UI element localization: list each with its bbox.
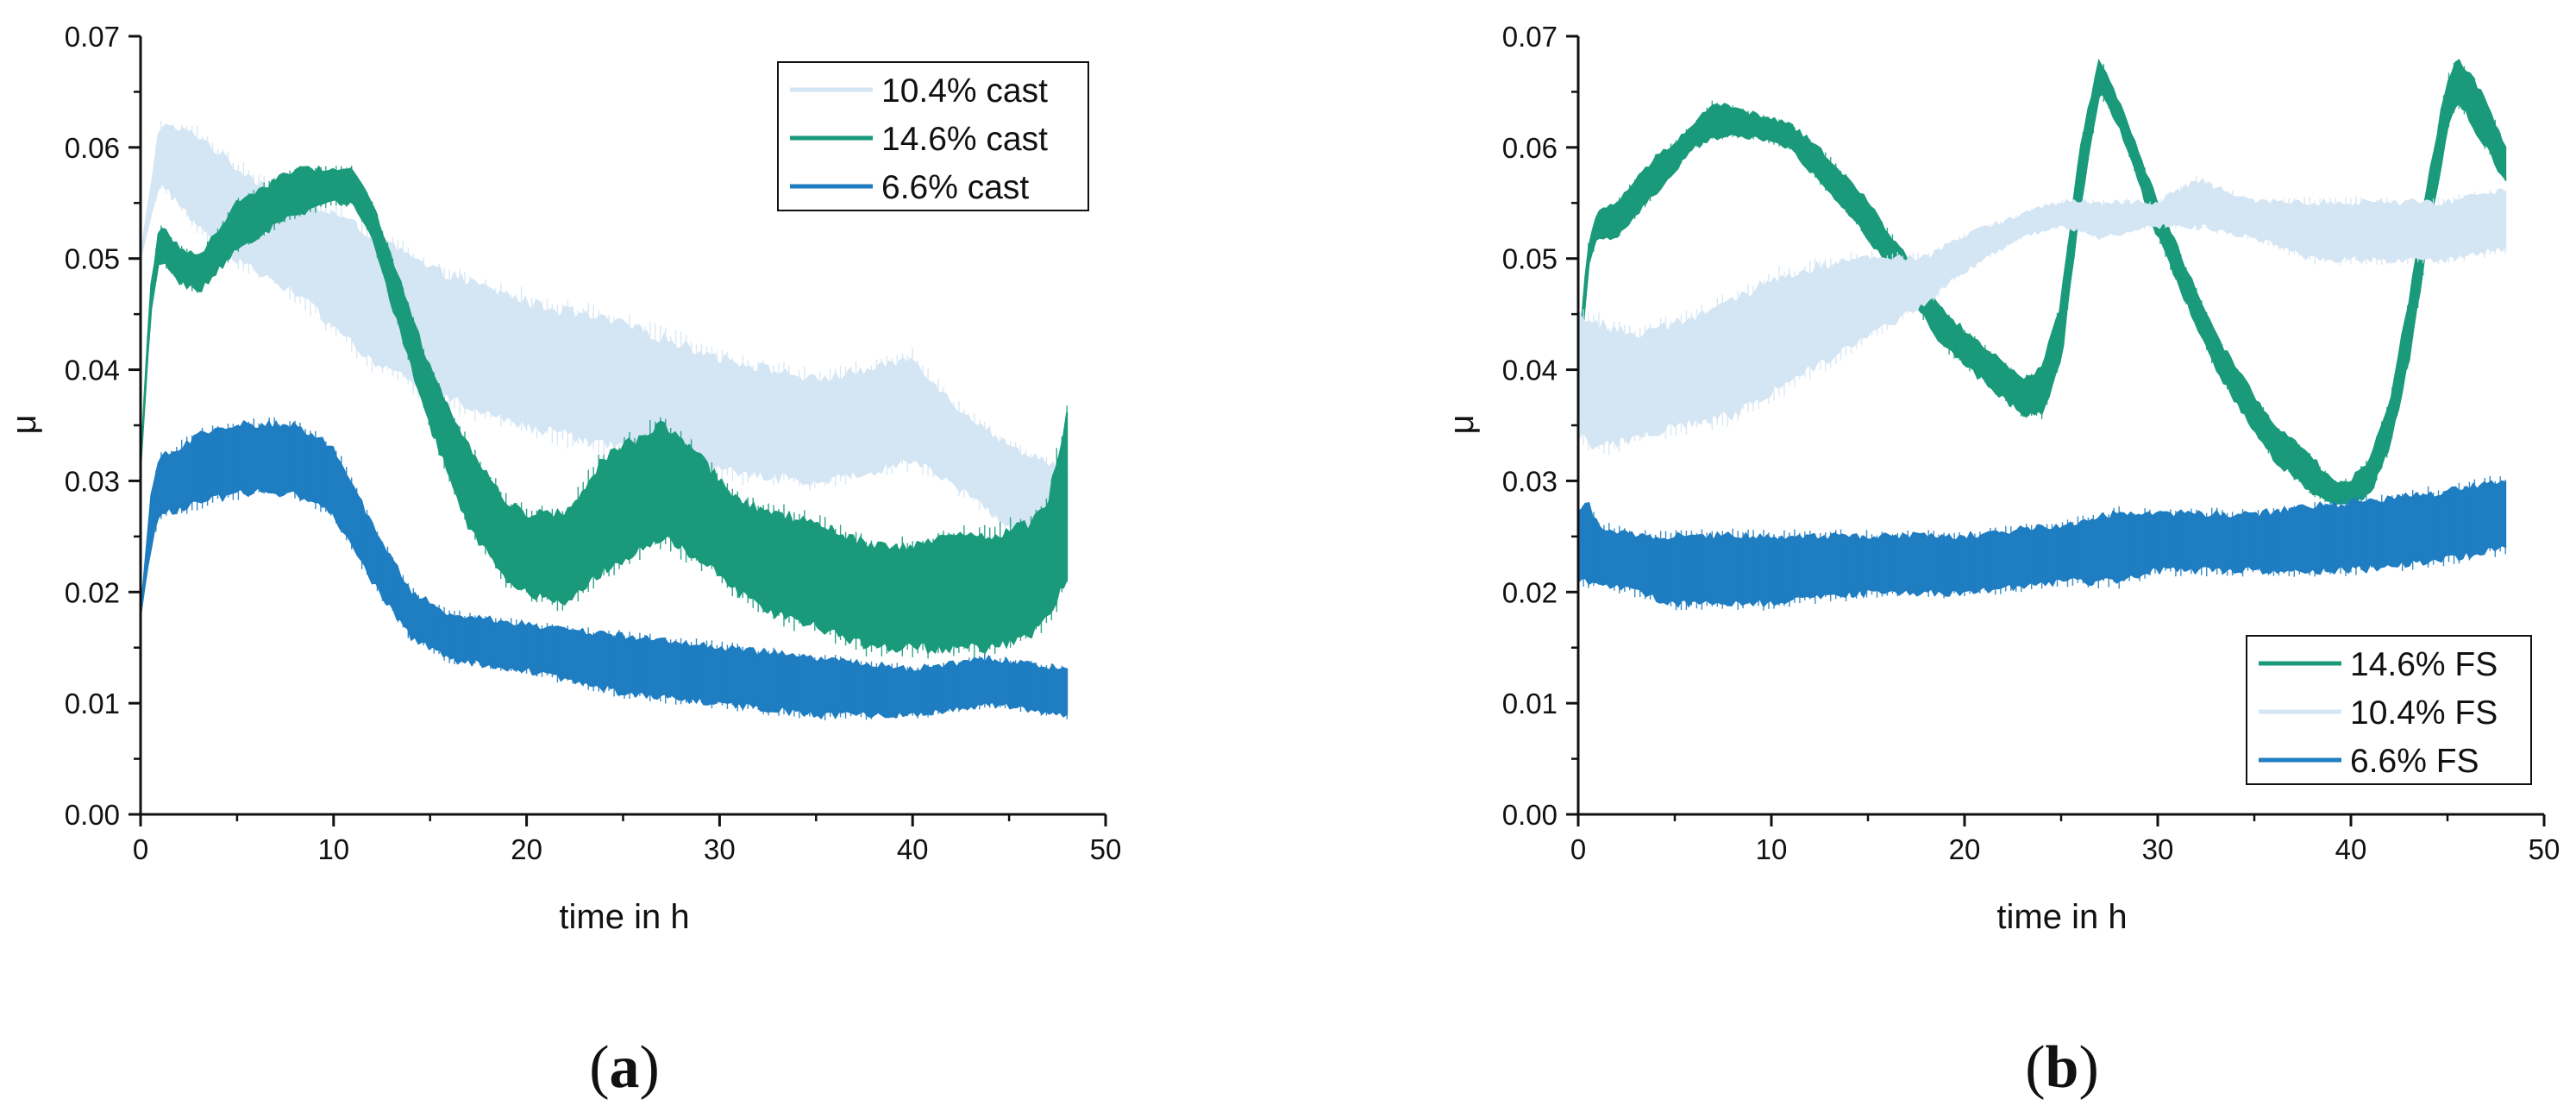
- panel-a-ticks: 0.00 0.01 0.02 0.03 0.04 0.05 0.06 0.07 0 10 20 30 4…: [65, 21, 1122, 865]
- x-tick-label: 10: [1756, 833, 1788, 865]
- panel-b: 0.00 0.01 0.02 0.03 0.04 0.05 0.06 0.07 0 10 20 30 4…: [1443, 21, 2560, 1101]
- x-tick-label: 30: [704, 833, 736, 865]
- panel-a-caption-open: (: [589, 1034, 609, 1101]
- panel-b-legend: 14.6% FS 10.4% FS 6.6% FS: [2246, 635, 2532, 785]
- panel-b-x-axis-title: time in h: [1996, 898, 2127, 936]
- x-tick-label: 30: [2142, 833, 2174, 865]
- y-tick-label: 0.05: [1502, 243, 1558, 275]
- series-6-6-fs: [1577, 475, 2507, 611]
- panel-a: 0.00 0.01 0.02 0.03 0.04 0.05 0.06 0.07 0 10 20 30 4…: [5, 21, 1121, 1101]
- series-6-6-cast: [140, 417, 1069, 720]
- y-tick-label: 0.05: [65, 243, 120, 275]
- panel-a-caption: (a): [589, 1034, 660, 1101]
- panel-b-caption-open: (: [2025, 1034, 2045, 1101]
- panel-b-caption: (b): [2025, 1034, 2099, 1101]
- panel-a-series: [140, 120, 1069, 720]
- y-tick-label: 0.06: [1502, 132, 1558, 164]
- legend-label: 10.4% cast: [881, 72, 1048, 110]
- y-tick-label: 0.07: [1502, 21, 1558, 53]
- x-tick-label: 0: [133, 833, 148, 865]
- panel-a-caption-close: ): [640, 1034, 660, 1101]
- y-tick-label: 0.03: [1502, 465, 1558, 497]
- x-tick-label: 50: [1090, 833, 1122, 865]
- y-tick-label: 0.00: [1502, 799, 1558, 831]
- x-tick-label: 40: [897, 833, 929, 865]
- y-tick-label: 0.00: [65, 799, 120, 831]
- panel-b-ticks: 0.00 0.01 0.02 0.03 0.04 0.05 0.06 0.07 0 10 20 30 4…: [1502, 21, 2560, 865]
- series-14-6-cast: [140, 165, 1069, 661]
- y-tick-label: 0.04: [1502, 355, 1558, 386]
- x-tick-label: 20: [511, 833, 542, 865]
- legend-label: 14.6% FS: [2350, 646, 2498, 683]
- y-tick-label: 0.02: [1502, 576, 1558, 608]
- x-tick-label: 40: [2335, 833, 2367, 865]
- x-tick-label: 50: [2529, 833, 2560, 865]
- panel-b-y-axis-title: μ: [1443, 414, 1481, 434]
- y-tick-label: 0.01: [65, 688, 120, 719]
- panel-a-legend: 10.4% cast 14.6% cast 6.6% cast: [777, 61, 1089, 211]
- panel-a-caption-letter: a: [610, 1034, 640, 1101]
- x-tick-label: 10: [317, 833, 349, 865]
- y-tick-label: 0.06: [65, 132, 120, 164]
- series-texture: [145, 166, 1068, 661]
- x-tick-label: 20: [1949, 833, 1981, 865]
- panel-a-x-axis-title: time in h: [559, 898, 689, 936]
- y-tick-label: 0.03: [65, 465, 120, 497]
- legend-label: 10.4% FS: [2350, 694, 2498, 732]
- panel-a-y-axis-title: μ: [5, 414, 43, 434]
- panel-b-caption-close: ): [2078, 1034, 2098, 1101]
- series-texture: [145, 417, 1068, 720]
- legend-label: 14.6% cast: [881, 121, 1048, 158]
- y-tick-label: 0.04: [65, 355, 120, 386]
- y-tick-label: 0.02: [65, 576, 120, 608]
- y-tick-label: 0.07: [65, 21, 120, 53]
- x-tick-label: 0: [1570, 833, 1586, 865]
- legend-label: 6.6% cast: [881, 169, 1029, 206]
- legend-label: 6.6% FS: [2350, 743, 2479, 780]
- panel-b-caption-letter: b: [2046, 1034, 2079, 1101]
- y-tick-label: 0.01: [1502, 688, 1558, 719]
